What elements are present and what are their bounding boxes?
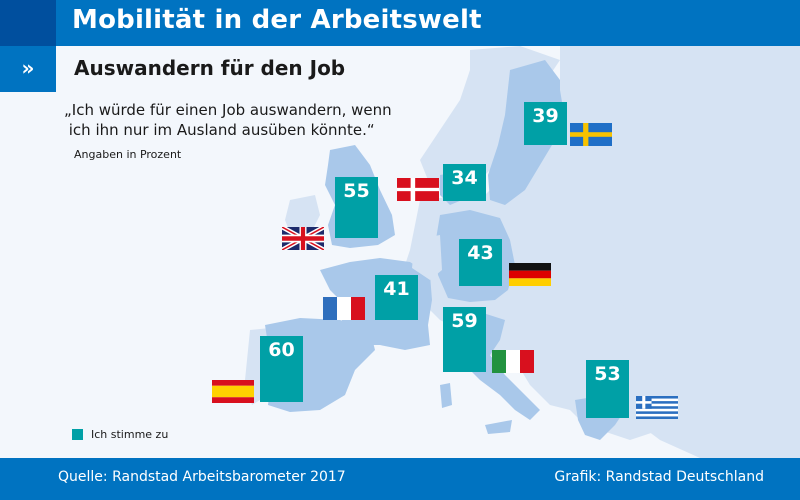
- value-label-greece: 53: [594, 363, 621, 385]
- value-label-france: 41: [383, 278, 410, 300]
- france-flag: [323, 297, 365, 320]
- uk-flag: [282, 227, 324, 250]
- land-sicily: [485, 420, 512, 434]
- value-label-italy: 59: [451, 310, 478, 332]
- land-turkey: [640, 395, 800, 458]
- value-label-spain: 60: [268, 339, 295, 361]
- bar-france: 41: [375, 275, 418, 320]
- germany-flag: [509, 263, 551, 286]
- credit-text: Grafik: Randstad Deutschland: [554, 469, 764, 485]
- value-label-sweden: 39: [532, 105, 559, 127]
- source-text: Quelle: Randstad Arbeitsbarometer 2017: [58, 469, 346, 485]
- bar-italy: 59: [443, 307, 486, 372]
- header-accent: [0, 0, 56, 46]
- legend: Ich stimme zu: [72, 428, 168, 441]
- spain-flag: [212, 380, 254, 403]
- bar-denmark: 34: [443, 164, 486, 201]
- footer-bar: Quelle: Randstad Arbeitsbarometer 2017 G…: [0, 458, 800, 500]
- denmark-flag: [397, 178, 439, 201]
- land-sardinia: [440, 383, 452, 408]
- bar-spain: 60: [260, 336, 303, 402]
- bar-greece: 53: [586, 360, 629, 418]
- chart-subtitle: Auswandern für den Job: [74, 56, 346, 80]
- bar-germany: 43: [459, 239, 502, 286]
- legend-swatch: [72, 429, 83, 440]
- survey-question: „Ich würde für einen Job auswandern, wen…: [64, 101, 392, 139]
- italy-flag: [492, 350, 534, 373]
- land-eastern-europe: [470, 46, 800, 458]
- page-title: Mobilität in der Arbeitswelt: [72, 5, 482, 35]
- sweden-flag: [570, 123, 612, 146]
- double-chevron-right-icon: »: [0, 46, 56, 92]
- bar-sweden: 39: [524, 102, 567, 145]
- value-label-uk: 55: [343, 180, 370, 202]
- legend-label: Ich stimme zu: [91, 428, 169, 441]
- header-bar: Mobilität in der Arbeitswelt: [0, 0, 800, 46]
- land-benelux: [412, 235, 442, 280]
- value-label-denmark: 34: [451, 167, 478, 189]
- greece-flag: [636, 396, 678, 419]
- value-label-germany: 43: [467, 242, 494, 264]
- bar-uk: 55: [335, 177, 378, 238]
- land-balkans: [510, 325, 600, 410]
- unit-note: Angaben in Prozent: [74, 148, 182, 161]
